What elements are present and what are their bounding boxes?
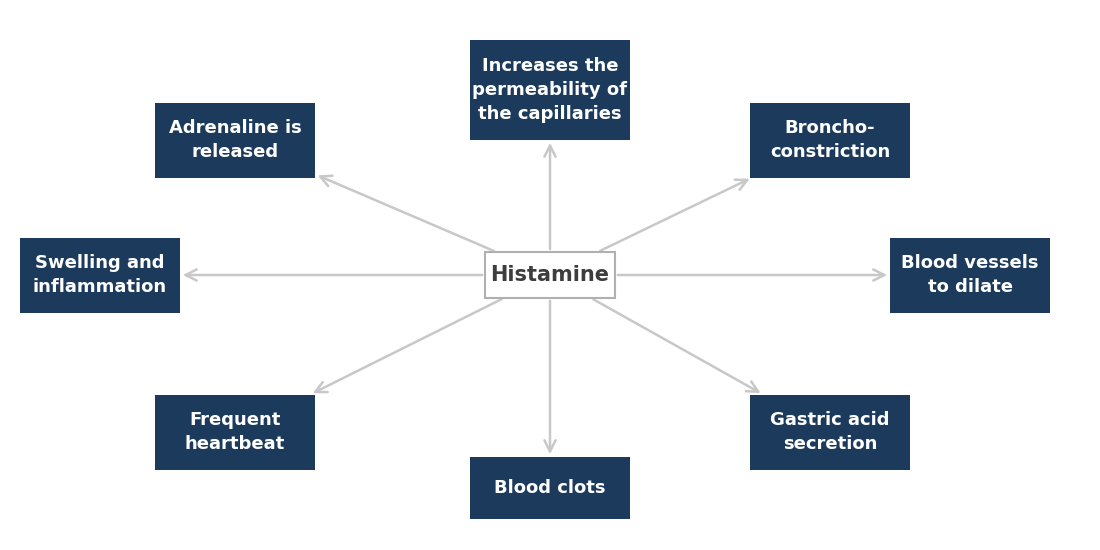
- FancyBboxPatch shape: [750, 102, 910, 178]
- Text: Frequent
heartbeat: Frequent heartbeat: [185, 411, 285, 453]
- FancyBboxPatch shape: [20, 238, 180, 312]
- FancyBboxPatch shape: [470, 40, 630, 140]
- FancyBboxPatch shape: [155, 102, 315, 178]
- Text: Increases the
permeability of
the capillaries: Increases the permeability of the capill…: [473, 57, 627, 123]
- Text: Gastric acid
secretion: Gastric acid secretion: [770, 411, 890, 453]
- Text: Blood vessels
to dilate: Blood vessels to dilate: [901, 254, 1038, 296]
- Text: Swelling and
inflammation: Swelling and inflammation: [33, 254, 167, 296]
- FancyBboxPatch shape: [470, 457, 630, 519]
- FancyBboxPatch shape: [485, 252, 615, 298]
- FancyBboxPatch shape: [155, 394, 315, 470]
- Text: Histamine: Histamine: [491, 265, 609, 285]
- FancyBboxPatch shape: [750, 394, 910, 470]
- FancyBboxPatch shape: [890, 238, 1050, 312]
- Text: Blood clots: Blood clots: [494, 479, 606, 497]
- Text: Adrenaline is
released: Adrenaline is released: [168, 119, 301, 161]
- Text: Broncho-
constriction: Broncho- constriction: [770, 119, 890, 161]
